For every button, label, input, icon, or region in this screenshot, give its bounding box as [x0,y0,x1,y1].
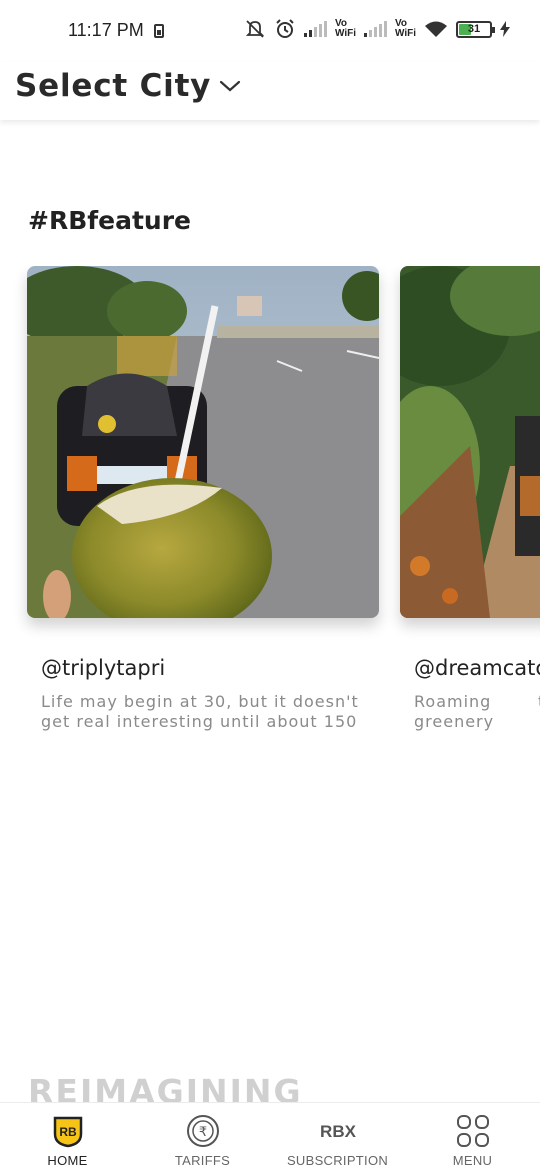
vowifi-2-icon: Vo WiFi [395,19,416,39]
mute-icon [245,20,265,38]
bottom-nav: RB HOME ₹ TARIFFS RBX SUBSCRIPTION [0,1102,540,1170]
feature-photo[interactable] [400,266,540,618]
card-caption: Roaming thr greenery [414,692,540,731]
vo-label: Vo [334,18,348,29]
feature-carousel[interactable]: @triplytapri Life may begin at 30, but i… [0,266,540,746]
feature-card[interactable]: @dreamcatc Roaming thr greenery [400,266,540,732]
battery-level: 31 [467,22,481,35]
nav-menu[interactable]: MENU [405,1103,540,1170]
status-bar: 11:17 PM Vo WiFi Vo WiFi 3 [0,0,540,62]
signal-2-icon [363,21,387,37]
grid-menu-icon [455,1113,491,1149]
svg-text:RBX: RBX [320,1122,357,1141]
nav-tariffs-label: TARIFFS [174,1153,231,1168]
battery-icon: 31 [456,20,495,38]
feature-card[interactable]: @triplytapri Life may begin at 30, but i… [27,266,379,732]
rb-logo-icon: RB [51,1113,85,1149]
card-caption: Life may begin at 30, but it doesn't get… [41,692,359,731]
nav-home-label: HOME [47,1153,88,1168]
app-header: Select City [0,62,540,120]
card-handle[interactable]: @triplytapri [41,656,166,680]
card-handle[interactable]: @dreamcatc [414,656,540,680]
svg-text:RB: RB [59,1125,77,1139]
nav-subscription[interactable]: RBX SUBSCRIPTION [270,1103,405,1170]
nav-menu-label: MENU [452,1153,493,1168]
wifi-label: WiFi [334,28,356,39]
nav-tariffs[interactable]: ₹ TARIFFS [135,1103,270,1170]
city-selector[interactable]: Select City [15,68,241,104]
vo-label: Vo [394,18,408,29]
charging-icon [500,21,510,37]
nav-subscription-label: SUBSCRIPTION [286,1153,389,1168]
status-time: 11:17 PM [68,20,144,40]
vowifi-1-icon: Vo WiFi [335,19,356,39]
rbx-icon: RBX [318,1113,358,1149]
section-title: #RBfeature [28,206,191,235]
nav-home[interactable]: RB HOME [0,1103,135,1170]
wifi-icon [425,21,447,37]
wifi-label: WiFi [394,28,416,39]
signal-1-icon [303,21,327,37]
rupee-icon: ₹ [185,1113,221,1149]
chevron-down-icon [220,80,241,92]
alarm-icon [276,19,294,38]
city-selector-label: Select City [15,68,212,104]
svg-text:₹: ₹ [198,1125,206,1140]
battery-saver-icon [154,24,164,38]
status-icons: Vo WiFi Vo WiFi 31 [244,18,510,40]
feature-photo[interactable] [27,266,379,618]
